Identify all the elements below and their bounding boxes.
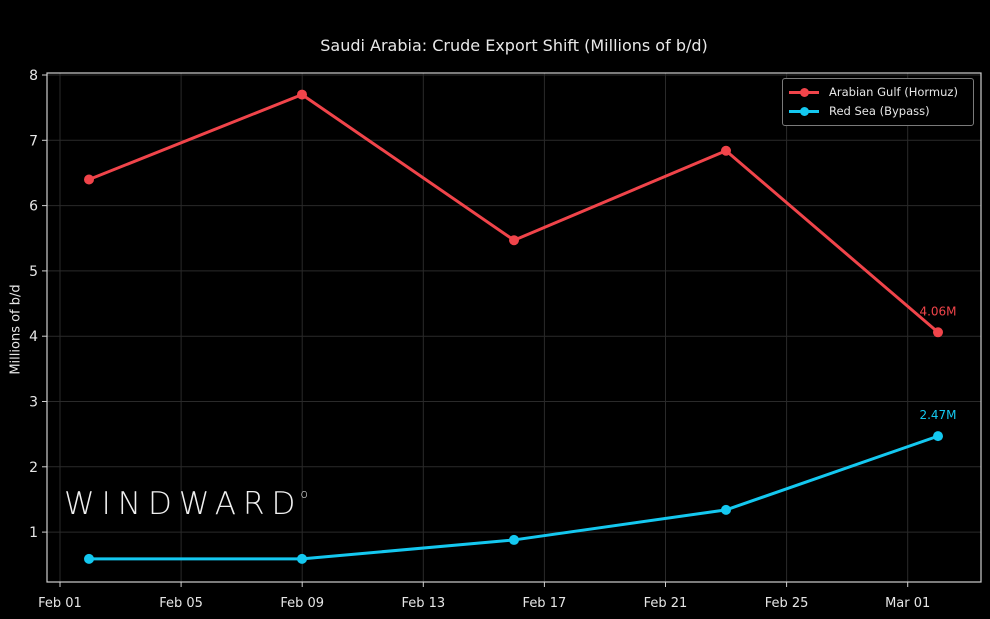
data-point — [84, 553, 94, 564]
x-tick-label: Feb 09 — [280, 596, 324, 611]
x-tick-label: Feb 05 — [159, 596, 203, 611]
x-tick-label: Feb 17 — [523, 596, 567, 611]
data-point — [297, 553, 307, 564]
legend-line-icon — [789, 87, 819, 97]
data-point — [721, 504, 731, 515]
y-tick-label: 1 — [29, 525, 38, 541]
end-value-label: 2.47M — [919, 408, 956, 422]
x-tick-label: Feb 01 — [38, 596, 82, 611]
data-point — [933, 327, 943, 338]
legend-item-red-sea: Red Sea (Bypass) — [789, 102, 930, 120]
y-tick-label: 2 — [29, 460, 38, 476]
x-tick-label: Mar 01 — [885, 596, 930, 611]
legend-line-icon — [789, 106, 819, 116]
data-point — [509, 534, 519, 545]
legend-label: Arabian Gulf (Hormuz) — [829, 85, 958, 99]
plot-frame — [46, 72, 982, 583]
data-point — [721, 145, 731, 156]
series-line — [88, 93, 939, 334]
data-point — [84, 174, 94, 185]
x-tick-label: Feb 21 — [644, 596, 688, 611]
windward-logo: WINDWARDo — [64, 486, 308, 522]
data-point — [297, 89, 307, 100]
chart-title: Saudi Arabia: Crude Export Shift (Millio… — [320, 36, 708, 55]
legend-label: Red Sea (Bypass) — [829, 104, 930, 118]
data-point — [933, 431, 943, 442]
chart-legend: Arabian Gulf (Hormuz) Red Sea (Bypass) — [782, 78, 974, 126]
x-tick-label: Feb 25 — [765, 596, 809, 611]
y-tick-label: 6 — [29, 199, 38, 215]
watermark-text: WINDWARD — [64, 486, 303, 522]
end-value-label: 4.06M — [919, 304, 956, 318]
x-tick-label: Feb 13 — [401, 596, 445, 611]
legend-item-arabian-gulf: Arabian Gulf (Hormuz) — [789, 83, 958, 101]
y-tick-label: 4 — [29, 329, 38, 345]
y-tick-label: 5 — [29, 264, 38, 280]
y-tick-label: 7 — [29, 133, 38, 149]
data-point — [509, 235, 519, 246]
y-tick-label: 3 — [29, 395, 38, 411]
logo-mark-icon: o — [300, 487, 308, 501]
y-tick-label: 8 — [29, 68, 38, 84]
